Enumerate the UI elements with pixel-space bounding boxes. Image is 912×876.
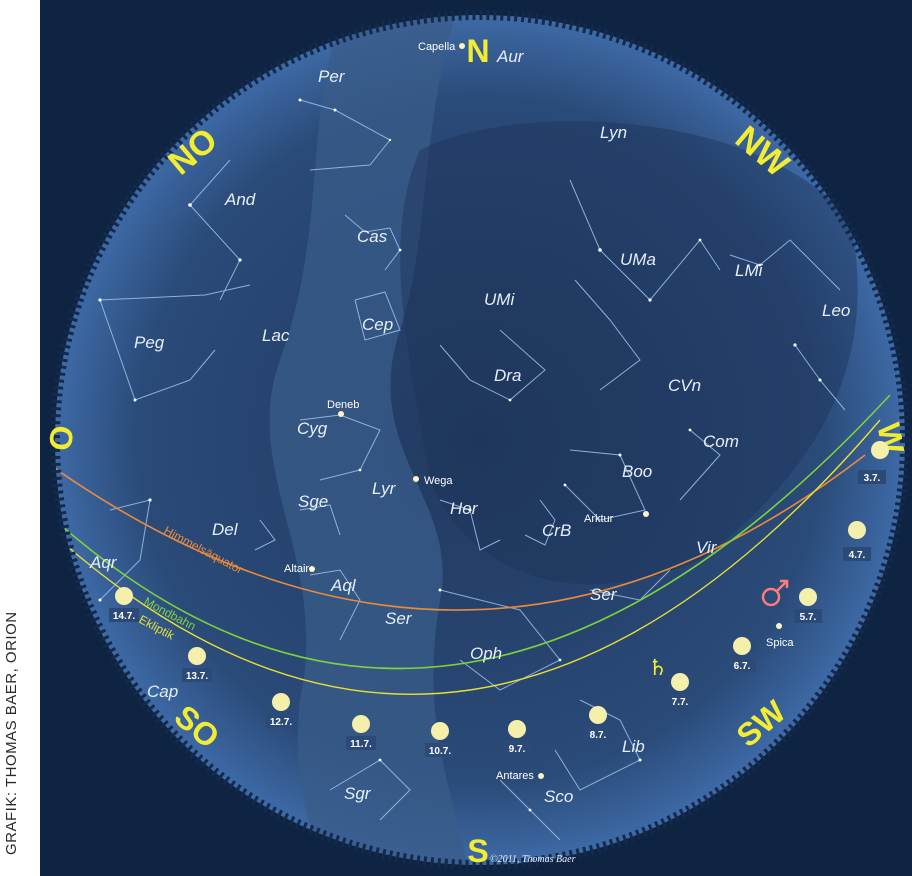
moon-phases: 3.7. 4.7. 5.7. 6.7. 7.7. 8.7. 9.7. 10.7	[109, 441, 889, 757]
star-capella	[459, 43, 465, 49]
constellation-label: Vir	[696, 538, 718, 557]
star-label: Arktur	[584, 513, 614, 525]
constellation-label: Sgr	[344, 784, 372, 803]
constellation-label: CrB	[542, 521, 571, 540]
constellation-label: Peg	[134, 333, 165, 352]
constellation-lines	[99, 99, 846, 841]
direction-n: N	[466, 33, 489, 69]
moon-date: 3.7.	[864, 473, 881, 484]
constellation-label: Aqr	[89, 553, 118, 572]
constellation-label: Ser	[385, 609, 413, 628]
constellation-label: CVn	[668, 376, 701, 395]
ecliptic	[59, 419, 881, 695]
moon-phase: 3.7.	[858, 441, 889, 484]
moon-phase: 13.7.	[182, 647, 212, 682]
horizon-ring	[50, 10, 910, 870]
moon-date: 7.7.	[672, 697, 689, 708]
constellation-label: Cep	[362, 315, 393, 334]
constellation-label: Lyn	[600, 123, 627, 142]
star-wega	[413, 476, 419, 482]
moon-path	[55, 394, 891, 670]
constellation-label: UMi	[484, 290, 515, 309]
constellation-label: Cas	[357, 227, 388, 246]
star-label: Spica	[766, 637, 794, 649]
direction-o: O	[41, 423, 81, 454]
moon-phase: 9.7.	[503, 720, 531, 755]
celestial-equator	[55, 454, 866, 611]
constellation-label: Del	[212, 520, 239, 539]
constellation-label: Lib	[622, 737, 645, 756]
moon-date: 5.7.	[800, 612, 817, 623]
mars-symbol	[761, 579, 789, 607]
moon-date: 13.7.	[186, 671, 208, 682]
constellation-label: LMi	[735, 261, 764, 280]
milky-way	[269, 15, 470, 865]
copyright: ©2011, Thomas Baer	[490, 854, 576, 865]
background-stars	[98, 98, 822, 812]
star-arktur	[643, 511, 649, 517]
constellation-label: Oph	[470, 644, 502, 663]
star-label: Antares	[496, 770, 534, 782]
constellation-label: Lyr	[372, 479, 397, 498]
moon-date: 12.7.	[270, 717, 292, 728]
star-deneb	[338, 411, 344, 417]
constellation-label: Leo	[822, 301, 850, 320]
moon-date: 8.7.	[590, 730, 607, 741]
moon-phase: 6.7.	[728, 637, 756, 672]
star-label: Altair	[284, 563, 309, 575]
moon-phase: 8.7.	[584, 706, 612, 741]
constellation-label: Cyg	[297, 419, 328, 438]
star-label: Capella	[418, 41, 456, 53]
constellation-names: Aur Per Lyn And Cas UMa LMi UMi Leo Peg …	[89, 47, 850, 806]
constellation-label: Aql	[330, 576, 357, 595]
moon-phase: 7.7.	[666, 673, 694, 708]
moon-phase: 12.7.	[266, 693, 296, 728]
direction-s: S	[467, 833, 488, 869]
moon-date: 11.7.	[350, 739, 372, 750]
constellation-label: Sco	[544, 787, 573, 806]
constellation-label: Cap	[147, 682, 178, 701]
star-spica	[776, 623, 782, 629]
star-label: Deneb	[327, 399, 359, 411]
star-antares	[538, 773, 544, 779]
constellation-label: UMa	[620, 250, 656, 269]
moon-phase: 5.7.	[794, 588, 822, 623]
dark-sky-region	[400, 121, 858, 585]
sky-disc	[55, 15, 905, 865]
star-altair	[309, 566, 315, 572]
constellation-label: Lac	[262, 326, 290, 345]
constellation-label: Her	[450, 499, 479, 518]
moon-date: 10.7.	[429, 746, 451, 757]
constellation-label: Ser	[590, 585, 618, 604]
bright-stars	[309, 43, 782, 779]
saturn-symbol: ♄	[648, 656, 668, 681]
moon-phase: 14.7.	[109, 587, 139, 622]
constellation-label: Per	[318, 67, 346, 86]
moon-date: 4.7.	[849, 550, 866, 561]
svg-text:♄: ♄	[648, 656, 668, 681]
moon-phase: 4.7.	[843, 521, 871, 561]
star-names: Capella Deneb Wega Arktur Altair Spica A…	[284, 41, 794, 782]
constellation-label: Sge	[298, 492, 328, 511]
constellation-label: Dra	[494, 366, 521, 385]
moon-date: 14.7.	[113, 611, 135, 622]
constellation-label: Aur	[496, 47, 525, 66]
constellation-label: Boo	[622, 462, 652, 481]
moon-phase: 11.7.	[346, 715, 376, 750]
constellation-label: And	[224, 190, 256, 209]
constellation-label: Com	[703, 432, 739, 451]
moon-date: 6.7.	[734, 661, 751, 672]
moon-phase: 10.7.	[425, 722, 455, 757]
moon-date: 9.7.	[509, 744, 526, 755]
star-label: Wega	[424, 475, 453, 487]
